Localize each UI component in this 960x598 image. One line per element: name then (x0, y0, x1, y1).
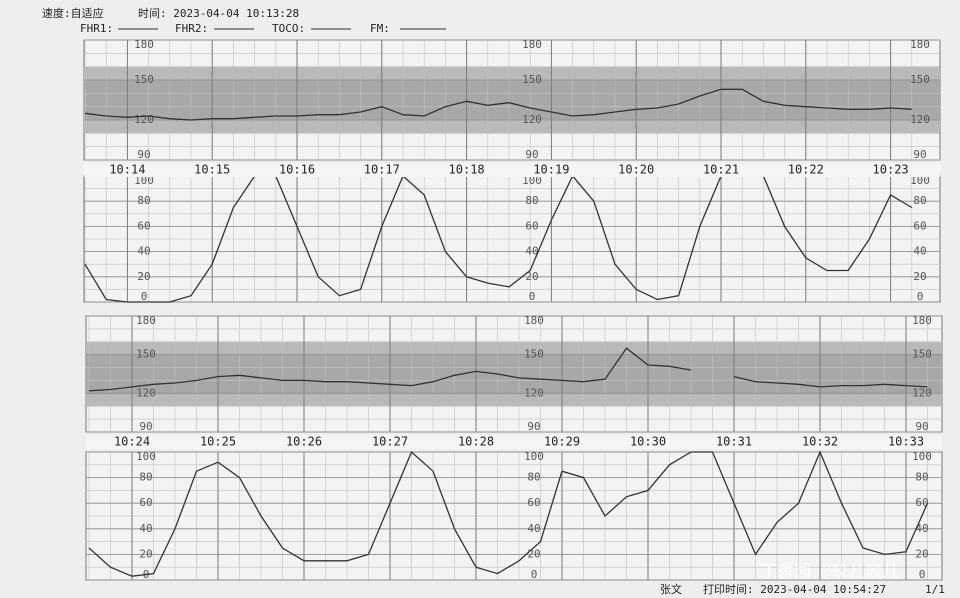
y-tick-label: 180 (912, 314, 932, 327)
fhr-trace (88, 347, 928, 392)
x-tick-label: 10:33 (888, 435, 924, 449)
x-tick-label: 10:27 (372, 435, 408, 449)
y-tick-label: 120 (910, 113, 930, 126)
toco-trace (88, 450, 929, 577)
speed: 速度:自适应 (42, 6, 104, 20)
time-row (84, 163, 940, 177)
y-tick-label: 90 (137, 148, 150, 161)
x-tick-label: 10:21 (703, 163, 739, 177)
legend-item: TOCO: (272, 22, 305, 35)
y-tick-label: 0 (529, 290, 536, 303)
y-tick-label: 100 (910, 174, 930, 187)
y-tick-label: 60 (915, 496, 928, 509)
y-tick-label: 180 (910, 38, 930, 51)
y-tick-label: 150 (524, 348, 544, 361)
y-tick-label: 40 (137, 245, 150, 258)
y-tick-label: 60 (137, 219, 150, 232)
x-tick-label: 10:16 (279, 163, 315, 177)
time-row (86, 435, 942, 449)
y-tick-label: 20 (525, 270, 538, 283)
x-tick-label: 10:15 (194, 163, 230, 177)
y-tick-label: 150 (134, 73, 154, 86)
y-tick-label: 60 (139, 496, 152, 509)
legend-item: FHR2: (175, 22, 208, 35)
y-tick-label: 80 (137, 194, 150, 207)
x-tick-label: 10:32 (802, 435, 838, 449)
normal-band-inner (84, 80, 940, 120)
x-tick-label: 10:17 (364, 163, 400, 177)
x-tick-label: 10:30 (630, 435, 666, 449)
y-tick-label: 40 (913, 245, 926, 258)
page-number: 1/1 (925, 583, 945, 596)
y-tick-label: 90 (527, 420, 540, 433)
y-tick-label: 90 (913, 148, 926, 161)
y-tick-label: 90 (139, 420, 152, 433)
x-tick-label: 10:24 (114, 435, 150, 449)
y-tick-label: 0 (531, 568, 538, 581)
x-tick-label: 10:26 (286, 435, 322, 449)
x-tick-label: 10:18 (449, 163, 485, 177)
y-tick-label: 0 (141, 290, 148, 303)
toco-trace (84, 174, 913, 303)
watermark: 丁香园 @皎儿皎儿 (760, 562, 899, 582)
x-tick-label: 10:29 (544, 435, 580, 449)
y-tick-label: 100 (912, 450, 932, 463)
y-tick-label: 150 (910, 73, 930, 86)
y-tick-label: 40 (139, 522, 152, 535)
y-tick-label: 120 (524, 386, 544, 399)
y-tick-label: 150 (136, 348, 156, 361)
x-tick-label: 10:23 (873, 163, 909, 177)
y-tick-label: 180 (522, 38, 542, 51)
x-tick-label: 10:25 (200, 435, 236, 449)
y-tick-label: 0 (919, 568, 926, 581)
print-time: 打印时间: 2023-04-04 10:54:27 (703, 582, 886, 596)
y-tick-label: 40 (915, 522, 928, 535)
y-tick-label: 120 (136, 386, 156, 399)
x-tick-label: 10:14 (109, 163, 145, 177)
normal-band-inner (86, 354, 942, 394)
x-tick-label: 10:20 (618, 163, 654, 177)
y-tick-label: 100 (134, 174, 154, 187)
y-tick-label: 20 (137, 270, 150, 283)
y-tick-label: 60 (913, 219, 926, 232)
y-tick-label: 90 (525, 148, 538, 161)
y-tick-label: 120 (134, 113, 154, 126)
x-tick-label: 10:19 (533, 163, 569, 177)
fhr-trace (84, 88, 912, 121)
y-tick-label: 20 (913, 270, 926, 283)
y-tick-label: 20 (915, 547, 928, 560)
y-tick-label: 60 (525, 219, 538, 232)
y-tick-label: 0 (917, 290, 924, 303)
y-tick-label: 120 (522, 113, 542, 126)
y-tick-label: 80 (915, 471, 928, 484)
y-tick-label: 180 (134, 38, 154, 51)
y-tick-label: 100 (136, 450, 156, 463)
y-tick-label: 150 (912, 348, 932, 361)
x-tick-label: 10:31 (716, 435, 752, 449)
x-tick-label: 10:22 (788, 163, 824, 177)
y-tick-label: 40 (527, 522, 540, 535)
y-tick-label: 20 (139, 547, 152, 560)
x-tick-label: 10:28 (458, 435, 494, 449)
y-tick-label: 20 (527, 547, 540, 560)
y-tick-label: 180 (136, 314, 156, 327)
y-tick-label: 80 (527, 471, 540, 484)
y-tick-label: 80 (913, 194, 926, 207)
y-tick-label: 150 (522, 73, 542, 86)
start-time: 时间: 2023-04-04 10:13:28 (138, 7, 299, 20)
plots: 90 90 90 120 120 120 150 150 150 180 180 180 0 0 0 20 20… (83, 38, 943, 581)
operator: 张文 (660, 582, 682, 596)
y-tick-label: 80 (525, 194, 538, 207)
y-tick-label: 40 (525, 245, 538, 258)
y-tick-label: 180 (524, 314, 544, 327)
legend-item: FM: (370, 22, 390, 35)
y-tick-label: 120 (912, 386, 932, 399)
y-tick-label: 100 (522, 174, 542, 187)
y-tick-label: 60 (527, 496, 540, 509)
y-tick-label: 90 (915, 420, 928, 433)
y-tick-label: 100 (524, 450, 544, 463)
y-tick-label: 80 (139, 471, 152, 484)
legend-item: FHR1: (80, 22, 113, 35)
